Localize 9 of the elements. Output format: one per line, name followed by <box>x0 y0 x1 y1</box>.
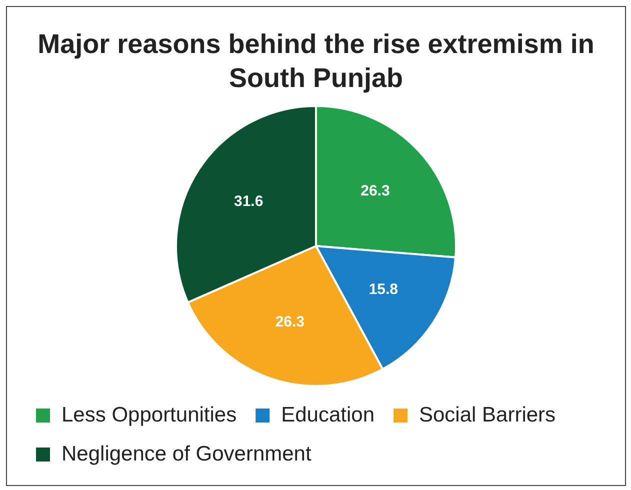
data-label: 15.8 <box>368 281 398 298</box>
legend-label: Less Opportunities <box>62 403 237 426</box>
data-label: 26.3 <box>360 182 390 200</box>
legend-label: Social Barriers <box>419 403 556 426</box>
chart-title: Major reasons behind the rise extremism in South Punjab <box>36 28 596 95</box>
legend-label: Education <box>281 403 374 426</box>
data-label: 26.3 <box>275 313 305 330</box>
data-label: 31.6 <box>234 193 264 210</box>
legend-label: Negligence of Government <box>62 442 312 466</box>
